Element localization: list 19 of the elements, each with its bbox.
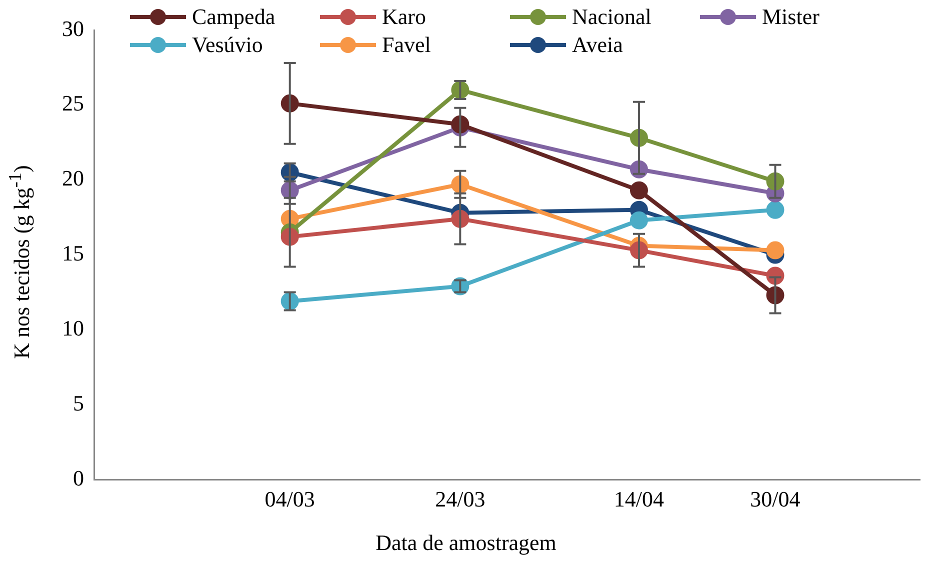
- legend-label: Nacional: [572, 4, 652, 30]
- y-tick-label: 15: [62, 240, 84, 266]
- x-tick-label: 04/03: [264, 486, 315, 512]
- legend-label: Mister: [762, 4, 820, 30]
- y-tick-label: 20: [62, 166, 84, 191]
- y-tick-label: 30: [62, 16, 84, 41]
- x-axis-title: Data de amostragem: [374, 530, 558, 556]
- legend-label: Campeda: [192, 4, 276, 30]
- x-tick-label: 24/03: [435, 486, 486, 512]
- legend-label: Vesúvio: [192, 32, 263, 58]
- x-tick-label: 14/04: [614, 486, 664, 512]
- y-tick-label: 10: [62, 316, 84, 341]
- y-tick-label: 0: [73, 465, 84, 490]
- legend-label: Karo: [382, 4, 426, 30]
- legend-label: Aveia: [572, 32, 623, 58]
- y-tick-label: 25: [62, 90, 84, 116]
- legend-label: Favel: [382, 32, 431, 58]
- x-tick-label: 30/04: [750, 486, 800, 512]
- y-tick-label: 5: [73, 390, 84, 416]
